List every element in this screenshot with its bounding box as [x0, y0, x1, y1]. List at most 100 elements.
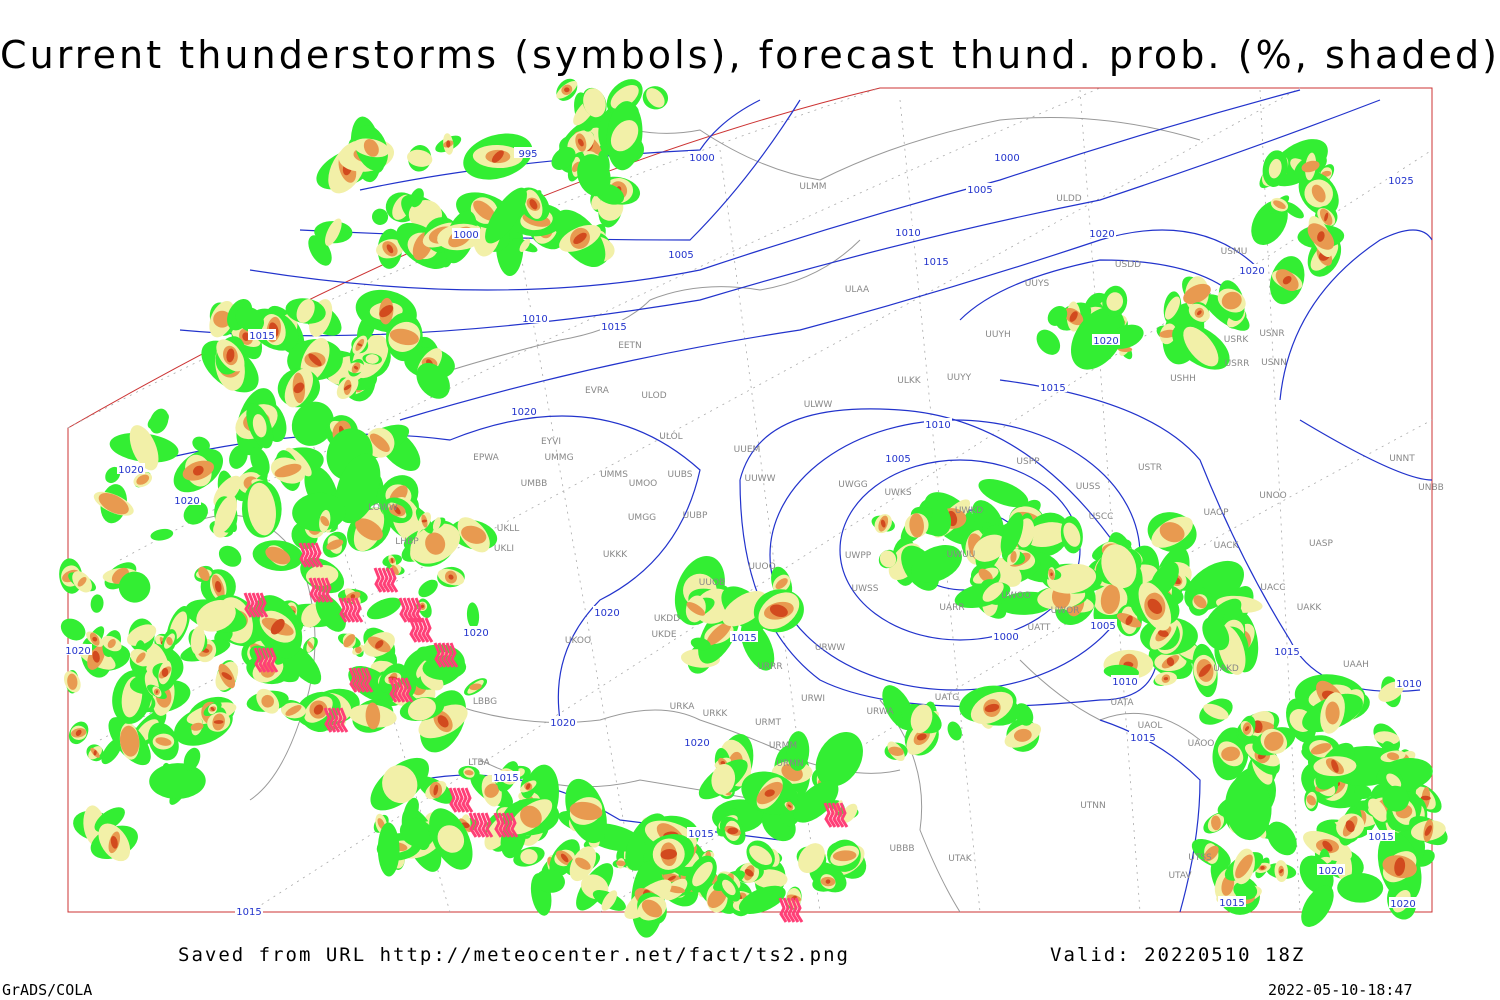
probability-blob [1322, 840, 1333, 852]
probability-blob [389, 328, 419, 346]
probability-blob [425, 532, 446, 555]
storm-symbol [342, 597, 352, 623]
storm-symbol [388, 677, 398, 703]
probability-blob [129, 425, 159, 471]
storm-symbol [253, 647, 263, 673]
storm-symbol [827, 802, 837, 828]
probability-blob [1047, 305, 1068, 326]
valid-time: Valid: 20220510 18Z [1050, 944, 1305, 966]
station-code: UKLL [497, 524, 520, 534]
label-bg [1317, 864, 1345, 875]
probability-blob [764, 789, 775, 797]
probability-blob [1159, 522, 1185, 543]
probability-blob [947, 721, 962, 741]
station-code: UNBB [1418, 483, 1444, 493]
storm-symbol [308, 577, 318, 603]
probability-blob [67, 673, 78, 690]
probability-blob [1164, 296, 1181, 320]
isobar-label: 1020 [65, 646, 90, 657]
isobar-label: 1010 [895, 228, 920, 239]
label-bg [600, 320, 628, 331]
probability-blob [535, 869, 565, 893]
station-code: UATT [1028, 623, 1051, 633]
station-code: UTNN [1080, 801, 1106, 811]
probability-blob [1345, 820, 1355, 833]
probability-blob [473, 200, 496, 221]
probability-blob [1267, 821, 1297, 856]
storm-symbol [316, 577, 326, 603]
probability-blob [242, 332, 250, 341]
probability-blob [235, 306, 265, 333]
station-code: UAKK [1297, 603, 1323, 613]
storm-symbol [786, 897, 796, 923]
probability-blob [407, 149, 433, 167]
probability-blob [1225, 774, 1272, 841]
probability-blob [375, 640, 384, 649]
probability-blob [573, 232, 587, 245]
probability-blob [1183, 283, 1211, 304]
label-bg [730, 631, 758, 642]
probability-blob [722, 590, 768, 627]
storm-symbol [327, 707, 337, 733]
label-bg [894, 226, 922, 237]
probability-blob [1202, 617, 1230, 651]
station-code: ULMM [799, 182, 826, 192]
storm-symbol [331, 707, 341, 733]
probability-blob [1374, 731, 1400, 745]
probability-blob [107, 639, 116, 649]
station-code: UWOO [1001, 591, 1031, 601]
storm-symbol [335, 707, 345, 733]
probability-blob [326, 539, 344, 550]
probability-blob [880, 519, 886, 528]
probability-blob [343, 384, 352, 391]
station-code: UWKD [955, 506, 983, 516]
probability-blob [365, 702, 381, 730]
storm-symbol [782, 897, 792, 923]
station-code: UWSS [852, 584, 879, 594]
station-code: URWA [866, 707, 894, 717]
probability-blob [1354, 785, 1372, 799]
storm-symbol [456, 787, 466, 813]
station-code: UWPP [845, 551, 872, 561]
storm-symbol [269, 647, 279, 673]
isobar-label: 1020 [463, 628, 488, 639]
storm-symbol [839, 802, 849, 828]
label-bg [924, 418, 952, 429]
probability-blob [686, 602, 706, 616]
probability-blob [982, 582, 1004, 602]
station-code: USRK [1224, 335, 1250, 345]
storm-symbol [460, 787, 470, 813]
probability-blob [210, 706, 215, 712]
storm-symbol [257, 647, 267, 673]
probability-blob [382, 765, 418, 804]
probability-blob [353, 365, 359, 370]
probability-blob [1282, 275, 1292, 285]
probability-blob [320, 516, 330, 527]
station-code: USCC [1089, 512, 1114, 522]
probability-blob [1233, 881, 1258, 900]
storm-symbol [259, 592, 269, 618]
label-bg [992, 630, 1020, 641]
label-bg [1273, 645, 1301, 656]
probability-blob [1306, 795, 1317, 806]
station-code: LBBG [473, 697, 497, 707]
probability-blob [1196, 310, 1202, 316]
storm-symbol [402, 597, 412, 623]
isobar-label: 1010 [1112, 677, 1137, 688]
storm-symbol [381, 567, 391, 593]
label-bg [1129, 731, 1157, 742]
probability-blob [707, 887, 727, 909]
storm-symbol [505, 812, 515, 838]
probability-blob [569, 801, 603, 821]
probability-blob [93, 750, 97, 756]
probability-blob [1100, 584, 1121, 615]
storm-symbol [420, 617, 430, 643]
storm-symbol [385, 567, 395, 593]
isobar-label: 1020 [1093, 336, 1118, 347]
probability-blob [1166, 657, 1175, 667]
storm-symbol [437, 642, 447, 668]
probability-blob [910, 704, 933, 734]
isobar-label: 1020 [1318, 866, 1343, 877]
probability-blob [150, 528, 174, 541]
station-code: LTBA [468, 758, 490, 768]
